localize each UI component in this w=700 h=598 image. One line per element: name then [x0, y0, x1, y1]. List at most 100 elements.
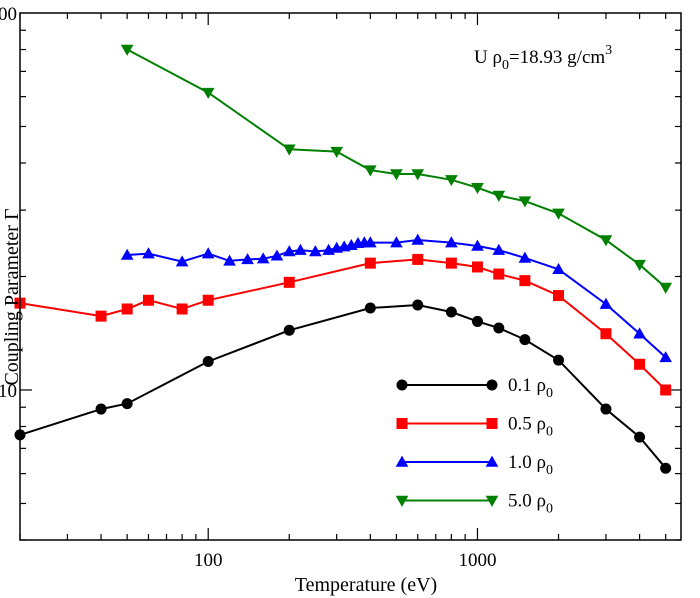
labels-layer: 100 1000 10 100 [0, 4, 496, 571]
series-layer [14, 44, 673, 474]
series-2-point [600, 328, 612, 340]
series-2-point [634, 358, 646, 370]
legend-label: 0.1 ρ0 [508, 375, 553, 401]
annotation-sup: 3 [605, 43, 612, 58]
series-1-point [412, 299, 424, 311]
x-tick-label: 100 [194, 550, 223, 571]
series-2-point [471, 261, 483, 273]
series-4-point [330, 146, 344, 158]
series-3-point [223, 254, 236, 266]
series-3-point [552, 262, 565, 275]
series-1-point [634, 431, 646, 443]
series-2-point [176, 303, 188, 315]
series-3-point [363, 236, 377, 248]
legend-marker [396, 418, 408, 429]
series-3-point [282, 245, 296, 257]
legend-item-4: 5.0 ρ0 [395, 491, 553, 517]
series-1-point [364, 302, 376, 314]
legend-marker [396, 379, 408, 391]
series-4-point [492, 190, 506, 202]
series-3-point [120, 248, 134, 260]
series-1-point [519, 334, 531, 346]
chart-annotation: U ρ0=18.93 g/cm3 [474, 43, 612, 73]
legend-label: 1.0 ρ0 [508, 452, 553, 478]
y-tick-label: 10 [0, 381, 17, 402]
series-2-point [121, 303, 133, 315]
annotation-sub: 0 [502, 58, 509, 73]
series-3-point [256, 252, 270, 264]
series-4 [120, 44, 673, 294]
series-4-point [390, 169, 403, 181]
legend-item-2: 0.5 ρ0 [396, 414, 553, 440]
series-1-point [660, 462, 672, 474]
series-1-point [445, 306, 457, 318]
series-3-point [201, 247, 215, 259]
series-2-point [519, 275, 531, 287]
series-1 [14, 299, 672, 474]
series-4-point [552, 208, 565, 220]
series-3-point [270, 249, 284, 261]
series-4-point [471, 182, 484, 195]
legend: 0.1 ρ00.5 ρ01.0 ρ05.0 ρ0 [395, 375, 553, 517]
annotation-main: U ρ [474, 47, 502, 68]
series-4-point [659, 282, 673, 294]
series-3-point [294, 243, 307, 255]
series-1-point [202, 356, 214, 368]
series-4-point [518, 196, 532, 208]
x-axis-title: Temperature (eV) [295, 574, 437, 596]
legend-marker [485, 455, 499, 467]
legend-marker [486, 379, 498, 391]
series-1-point [121, 398, 133, 410]
series-2-point [493, 268, 505, 280]
series-2-point [142, 294, 154, 306]
plot-frame [19, 12, 682, 541]
series-3-point [445, 236, 458, 248]
series-4-point [120, 44, 134, 56]
legend-label-sub: 0 [546, 502, 553, 517]
ticks-layer [19, 13, 681, 541]
series-4-point [363, 165, 377, 177]
annotation-rest: =18.93 g/cm [509, 47, 605, 68]
series-2-point [660, 384, 672, 396]
series-3-point [142, 247, 155, 259]
series-1-line [19, 303, 667, 469]
series-3-point [492, 243, 506, 255]
series-2-point [364, 257, 376, 269]
legend-marker [486, 418, 498, 429]
legend-label-main: 0.5 ρ [508, 414, 546, 435]
series-4-point [282, 144, 296, 156]
series-4-point [201, 87, 215, 99]
series-3-point [659, 351, 673, 363]
legend-marker [395, 455, 409, 467]
y-axis-title: Coupling Parameter Γ [1, 208, 23, 385]
legend-item-3: 1.0 ρ0 [395, 452, 553, 478]
series-2-point [95, 310, 107, 322]
series-3-point [390, 236, 403, 248]
series-4-point [599, 235, 613, 247]
y-tick-label: 100 [0, 4, 17, 25]
legend-label-sub: 0 [546, 463, 553, 478]
series-3-point [175, 255, 189, 267]
series-2-point [202, 294, 214, 306]
series-2-point [412, 253, 424, 265]
legend-marker [485, 495, 499, 507]
legend-label-main: 1.0 ρ [508, 452, 546, 473]
series-3-point [471, 239, 484, 251]
series-1-point [471, 315, 483, 327]
series-3-point [518, 251, 532, 263]
series-1-point [553, 354, 565, 366]
legend-label-main: 5.0 ρ [508, 491, 546, 512]
series-1-point [493, 322, 505, 334]
series-3-point [309, 245, 322, 257]
series-1-point [600, 403, 612, 415]
series-1-point [95, 403, 107, 415]
legend-item-1: 0.1 ρ0 [396, 375, 553, 401]
series-3-point [633, 327, 646, 339]
series-4-point [445, 175, 458, 187]
series-4-point [411, 169, 425, 181]
series-2-point [283, 276, 295, 288]
legend-label: 0.5 ρ0 [508, 414, 553, 440]
series-3 [120, 233, 673, 363]
series-4-point [633, 259, 646, 271]
